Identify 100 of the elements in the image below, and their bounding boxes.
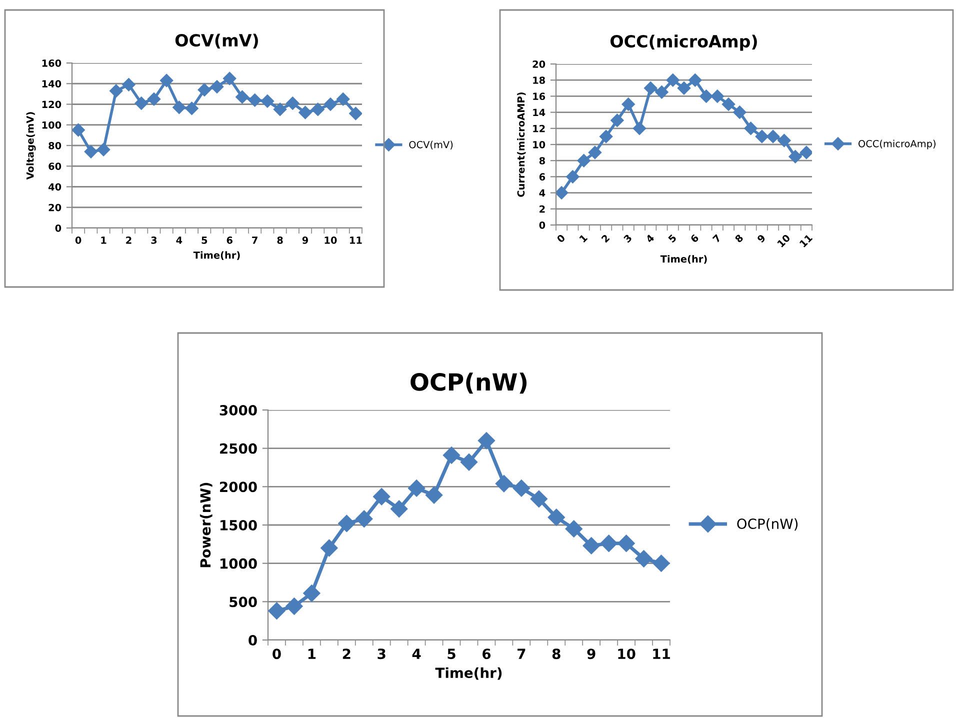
y-tick-label: 6	[539, 173, 546, 181]
y-tick-label: 160	[42, 59, 62, 67]
point	[666, 74, 680, 87]
x-tick-label: 5	[448, 648, 456, 660]
point	[644, 82, 658, 95]
point	[349, 106, 362, 120]
x-tick-label: 4	[645, 234, 655, 244]
point	[600, 534, 618, 552]
point	[72, 123, 85, 137]
point	[652, 554, 670, 572]
y-tick-label: 80	[48, 142, 62, 150]
point	[495, 475, 513, 492]
y-tick-label: 40	[48, 183, 62, 191]
point	[268, 602, 286, 620]
point	[582, 537, 600, 554]
point	[530, 490, 548, 508]
point	[286, 96, 300, 110]
x-tick-label: 9	[302, 236, 308, 244]
point	[512, 480, 530, 497]
point	[722, 98, 736, 111]
chart-title: OCV(mV)	[175, 34, 258, 49]
x-tick-label: 9	[756, 234, 766, 244]
x-tick-label: 3	[151, 236, 157, 244]
x-tick-label: 5	[668, 234, 677, 243]
x-tick-label: 8	[552, 648, 560, 660]
legend-label: OCP(nW)	[737, 518, 798, 531]
x-tick-label: 8	[734, 234, 744, 244]
y-tick-label: 12	[533, 124, 545, 132]
y-tick-label: 0	[55, 224, 62, 232]
y-tick-label: 0	[248, 634, 257, 646]
y-tick-label: 18	[533, 76, 545, 84]
x-tick-label: 0	[75, 236, 82, 244]
x-tick-label: 2	[342, 648, 350, 659]
x-tick-label: 5	[202, 236, 208, 244]
point	[688, 74, 702, 87]
point	[210, 80, 224, 94]
y-tick-label: 20	[48, 204, 62, 212]
x-axis-title: Time(hr)	[193, 251, 240, 260]
point	[373, 488, 390, 506]
x-axis-title: Time(hr)	[660, 255, 707, 264]
legend-label: OCC(microAmp)	[858, 140, 936, 150]
y-axis-title: Power(nW)	[200, 482, 212, 568]
y-tick-label: 8	[539, 157, 545, 164]
point	[548, 508, 565, 526]
point	[622, 98, 635, 111]
point	[198, 83, 211, 96]
x-tick-label: 2	[126, 236, 132, 244]
y-tick-label: 1500	[220, 520, 257, 530]
x-tick-label: 10	[776, 234, 791, 248]
point	[766, 130, 780, 144]
point	[577, 154, 590, 168]
point	[556, 186, 568, 200]
y-tick-label: 10	[533, 140, 546, 148]
x-tick-label: 11	[350, 236, 362, 244]
point	[600, 130, 613, 144]
y-axis-title: Current(microAMP)	[517, 92, 526, 197]
x-tick-label: 7	[252, 236, 258, 244]
point	[408, 480, 426, 497]
y-tick-label: 2000	[220, 482, 257, 492]
y-tick-label: 2500	[220, 443, 257, 454]
point	[298, 106, 312, 120]
point	[565, 520, 582, 538]
point	[478, 432, 496, 450]
point	[311, 102, 324, 116]
point	[618, 534, 635, 552]
point	[84, 145, 98, 158]
y-tick-label: 20	[532, 60, 546, 68]
y-tick-label: 3000	[220, 404, 257, 416]
legend-label: OCV(mV)	[409, 140, 453, 150]
x-tick-label: 6	[226, 236, 232, 244]
x-tick-label: 7	[518, 648, 526, 659]
point	[147, 92, 161, 106]
x-tick-label: 10	[618, 648, 636, 660]
point	[744, 122, 758, 135]
y-tick-label: 500	[230, 596, 257, 608]
point	[324, 98, 338, 111]
x-tick-label: 3	[623, 234, 632, 243]
y-tick-label: 0	[539, 221, 546, 229]
point	[303, 584, 320, 602]
y-tick-label: 1000	[220, 558, 257, 569]
x-tick-label: 4	[176, 236, 182, 244]
y-axis-title: Voltage(mV)	[26, 112, 36, 180]
point	[635, 550, 652, 568]
point	[442, 446, 460, 464]
point	[172, 100, 186, 114]
point	[425, 486, 443, 504]
point	[122, 78, 136, 92]
point	[755, 130, 768, 144]
point	[96, 143, 110, 156]
x-tick-label: 0	[556, 234, 566, 244]
x-tick-label: 1	[308, 648, 316, 659]
x-tick-label: 7	[712, 234, 722, 243]
x-tick-label: 11	[799, 234, 813, 248]
point	[778, 134, 791, 148]
point	[223, 72, 236, 86]
x-tick-label: 10	[324, 236, 337, 244]
y-tick-label: 100	[42, 121, 62, 129]
point	[460, 454, 478, 471]
x-tick-label: 6	[482, 648, 491, 660]
y-tick-label: 16	[533, 92, 546, 100]
